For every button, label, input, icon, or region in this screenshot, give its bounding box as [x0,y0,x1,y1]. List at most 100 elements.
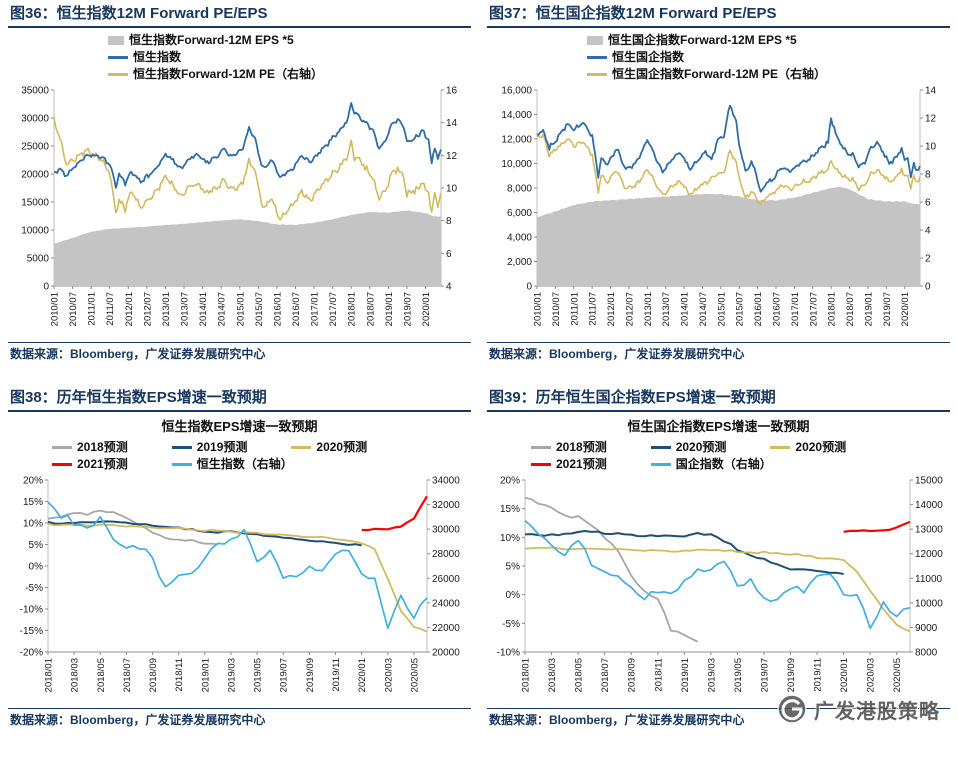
figure-39-title: 图39：历年恒生国企指数EPS增速一致预期 [487,386,950,412]
svg-text:6: 6 [925,198,931,209]
figure-38-subtitle: 恒生指数EPS增速一致预期 [161,419,318,434]
line-swatch-icon [587,73,607,76]
svg-text:-20%: -20% [20,648,43,659]
line-swatch-icon [291,446,312,449]
legend-item: 2020预测 [650,440,727,455]
svg-text:2019/03: 2019/03 [706,658,717,692]
svg-text:-10%: -10% [20,605,43,616]
figure-39-legend: 2018预测 2020预测 2020预测 2021预测 国企指数（右轴） [487,440,950,472]
svg-text:-15%: -15% [20,626,43,637]
line-swatch-icon [650,463,671,466]
figure-36-panel: 图36：恒生指数12M Forward PE/EPS 恒生指数Forward-1… [0,2,479,364]
svg-text:2014/01: 2014/01 [680,292,691,326]
svg-text:2019/07: 2019/07 [759,658,770,692]
line-swatch-icon [770,446,791,449]
figure-36-source: 数据来源：Bloomberg，广发证券发展研究中心 [8,342,471,364]
svg-text:5000: 5000 [27,254,50,265]
svg-text:2015/07: 2015/07 [735,292,746,326]
svg-text:2019/11: 2019/11 [331,658,342,692]
svg-text:2019/11: 2019/11 [813,658,824,692]
figure-38-panel: 图38：历年恒生指数EPS增速一致预期 恒生指数EPS增速一致预期 2018预测… [0,386,479,730]
figure-37-source: 数据来源：Bloomberg，广发证券发展研究中心 [487,342,950,364]
svg-text:2020/01: 2020/01 [357,658,368,692]
svg-text:2018/09: 2018/09 [148,658,159,692]
svg-text:20%: 20% [23,476,43,487]
svg-text:2018/07: 2018/07 [845,292,856,326]
legend-label: 2018预测 [77,440,128,454]
svg-text:2019/09: 2019/09 [786,658,797,692]
svg-text:2012/01: 2012/01 [124,292,135,326]
svg-text:20000: 20000 [432,648,460,659]
svg-text:2014/01: 2014/01 [198,292,209,326]
svg-text:11000: 11000 [915,574,943,585]
svg-text:10,000: 10,000 [501,159,532,170]
svg-text:10%: 10% [500,533,520,544]
svg-text:8000: 8000 [915,648,938,659]
svg-text:15000: 15000 [21,198,49,209]
svg-text:2018/11: 2018/11 [174,658,185,692]
svg-text:0%: 0% [29,562,44,573]
svg-text:2018/05: 2018/05 [96,658,107,692]
figure-39-subtitle: 恒生国企指数EPS增速一致预期 [627,419,810,434]
figure-37-plot: 0 2,000 4,000 6,000 8,000 10,000 12,000 14,000 1… [501,86,937,327]
svg-text:0: 0 [43,282,49,293]
svg-text:2020/05: 2020/05 [892,658,903,692]
svg-text:5%: 5% [29,540,44,551]
figure-37-legend: 恒生国企指数Forward-12M EPS *5 恒生国企指数 恒生国企指数Forw… [487,33,950,82]
legend-row: 2018预测 2020预测 2020预测 [531,440,950,455]
figure-36-legend: 恒生指数Forward-12M EPS *5 恒生指数 恒生指数Forward-12… [8,33,471,82]
svg-text:2010/07: 2010/07 [68,292,79,326]
svg-text:2018/09: 2018/09 [627,658,638,692]
legend-label: 2018预测 [556,440,607,454]
svg-text:25000: 25000 [21,142,49,153]
area-swatch-icon [587,36,603,45]
svg-text:20000: 20000 [21,170,49,181]
legend-label: 2021预测 [556,457,607,471]
svg-text:34000: 34000 [432,476,460,487]
line-swatch-icon [108,56,128,59]
legend-item: 2021预测 [531,457,607,472]
svg-text:2020/01: 2020/01 [900,292,911,326]
figure-38-legend: 2018预测 2019预测 2020预测 2021预测 恒生指数（右轴） [8,440,471,472]
svg-text:2011/01: 2011/01 [87,292,98,326]
legend-item: 2018预测 [52,440,128,455]
legend-label: 2021预测 [77,457,128,471]
svg-text:22000: 22000 [432,623,460,634]
svg-text:2019/07: 2019/07 [882,292,893,326]
line-swatch-icon [650,446,671,449]
svg-text:2020/01: 2020/01 [839,658,850,692]
svg-text:2014/07: 2014/07 [698,292,709,326]
figure-38-plot: -20% -15% -10% -5% 0% 5% 10% 15% 20% 20000 22000 24… [20,476,461,693]
svg-text:2013/07: 2013/07 [661,292,672,326]
svg-text:2016/01: 2016/01 [272,292,283,326]
svg-text:2018/11: 2018/11 [653,658,664,692]
svg-text:13000: 13000 [915,525,943,536]
svg-text:2019/01: 2019/01 [384,292,395,326]
legend-item: 恒生指数Forward-12M EPS *5 [108,33,294,48]
svg-text:9000: 9000 [915,623,938,634]
svg-text:2019/07: 2019/07 [402,292,413,326]
legend-row: 恒生国企指数Forward-12M EPS *5 [587,33,950,48]
legend-label: 恒生指数Forward-12M PE（右轴） [133,67,324,81]
svg-text:2015/01: 2015/01 [235,292,246,326]
svg-text:35000: 35000 [21,86,49,97]
legend-label: 2020预测 [675,440,727,454]
svg-text:2010/01: 2010/01 [533,292,544,326]
svg-text:2014/07: 2014/07 [217,292,228,326]
svg-text:6,000: 6,000 [507,208,532,219]
svg-text:10: 10 [925,142,937,153]
svg-text:16: 16 [446,86,458,97]
svg-text:10%: 10% [23,519,43,530]
svg-text:14000: 14000 [915,500,943,511]
svg-text:2019/01: 2019/01 [863,292,874,326]
svg-text:30000: 30000 [21,114,49,125]
svg-text:20%: 20% [500,476,520,487]
svg-text:2011/07: 2011/07 [105,292,116,326]
svg-text:2011/07: 2011/07 [588,292,599,326]
legend-label: 恒生国企指数Forward-12M PE（右轴） [612,67,827,81]
legend-item: 2020预测 [770,440,846,455]
line-swatch-icon [108,73,128,76]
svg-text:2018/05: 2018/05 [574,658,585,692]
svg-text:15%: 15% [23,497,43,508]
svg-text:26000: 26000 [432,574,460,585]
